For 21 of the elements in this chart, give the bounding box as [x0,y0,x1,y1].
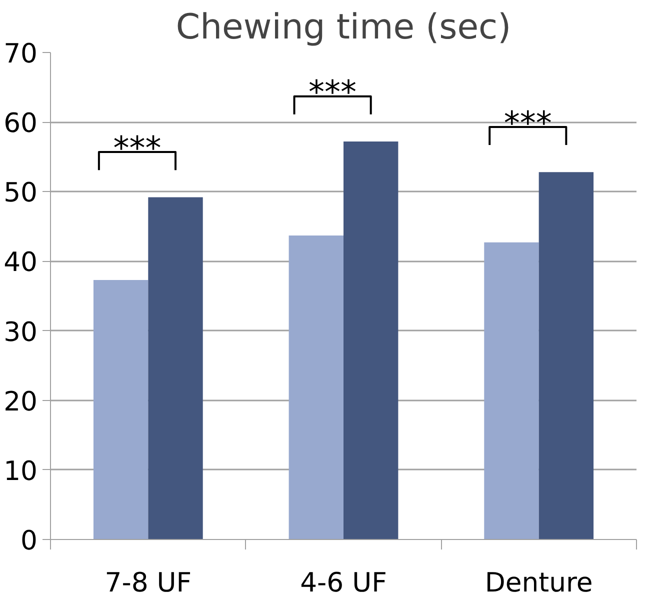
bar [484,242,539,540]
chart-title: Chewing time (sec) [176,8,512,48]
x-tick-label: 7-8 UF [104,568,192,598]
bar [344,142,398,540]
annotation: *** [308,73,357,112]
y-tick-label: 20 [4,386,38,418]
y-tick-label: 30 [4,316,38,348]
x-tick-label: Denture [484,568,593,598]
bar [148,197,203,540]
bar [93,280,148,540]
y-tick-label: 70 [4,38,38,70]
y-tick-label: 40 [4,247,38,278]
x-tick-label: 4-6 UF [300,568,387,598]
y-tick-label: 50 [4,178,38,209]
bar [288,235,344,540]
y-tick-label: 60 [4,108,38,140]
annotation: *** [113,128,162,167]
annotation: *** [504,104,552,142]
y-tick-label: 0 [20,526,38,556]
bar [538,172,594,540]
y-tick-label: 10 [4,456,38,487]
